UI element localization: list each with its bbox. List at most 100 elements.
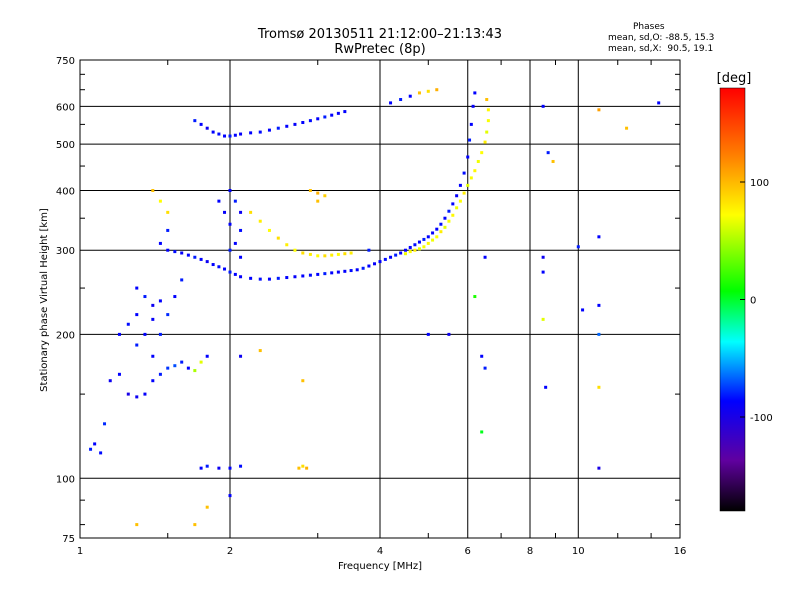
data-point (447, 219, 451, 223)
data-point (551, 159, 555, 163)
colorbar-tick-label: -100 (750, 413, 773, 424)
data-point (301, 121, 305, 125)
data-point (417, 247, 421, 251)
data-point (217, 466, 221, 470)
data-point (443, 216, 447, 220)
data-point (193, 255, 197, 259)
data-point (361, 266, 365, 270)
data-point (426, 332, 430, 336)
data-point (301, 274, 305, 278)
y-axis-label: Stationary phase Virtual Height [km] (39, 208, 50, 392)
phase-heading: Phases (633, 22, 665, 32)
data-point (483, 255, 487, 259)
data-point (485, 130, 489, 134)
data-point (166, 228, 170, 232)
data-point (308, 119, 312, 123)
data-point (151, 317, 155, 321)
data-point (173, 364, 177, 368)
data-point (186, 366, 190, 370)
data-point (249, 276, 253, 280)
data-point (258, 130, 262, 134)
data-point (378, 260, 382, 264)
data-point (135, 523, 139, 527)
data-point (308, 273, 312, 277)
data-point (228, 466, 232, 470)
data-point (249, 131, 253, 135)
data-point (180, 360, 184, 364)
data-point (151, 379, 155, 383)
data-point (205, 464, 209, 468)
data-point (483, 366, 487, 370)
data-point (233, 133, 237, 137)
data-point (301, 251, 305, 255)
data-point (276, 126, 280, 130)
data-point (458, 183, 462, 187)
data-point (239, 228, 243, 232)
data-point (211, 263, 215, 267)
data-point (373, 262, 377, 266)
y-tick-label: 100 (56, 474, 75, 485)
data-point (367, 248, 371, 252)
data-point (597, 303, 601, 307)
data-point (316, 117, 320, 121)
data-point (435, 88, 439, 92)
data-point (336, 252, 340, 256)
data-point (239, 255, 243, 259)
data-point (228, 270, 232, 274)
data-point (305, 466, 309, 470)
data-point (158, 299, 162, 303)
y-tick-label: 500 (56, 140, 75, 151)
data-point (431, 238, 435, 242)
data-point (541, 270, 545, 274)
data-point (211, 130, 215, 134)
data-point (158, 372, 162, 376)
data-point (389, 101, 393, 105)
data-point (193, 523, 197, 527)
data-point (233, 272, 237, 276)
x-tick-label: 4 (377, 546, 383, 557)
axis-ticks: 1 2 4 6 8 10 16 75 100 200 300 400 500 600 750 (56, 56, 686, 557)
data-point (417, 91, 421, 95)
data-point (408, 94, 412, 98)
data-point (249, 210, 253, 214)
data-point (228, 188, 232, 192)
data-point (426, 235, 430, 239)
x-axis-label: Frequency [MHz] (338, 561, 422, 572)
data-points (89, 88, 661, 527)
data-point (451, 213, 455, 217)
data-point (330, 271, 334, 275)
data-point (166, 210, 170, 214)
data-point (258, 277, 262, 281)
data-point (228, 494, 232, 498)
data-point (343, 269, 347, 273)
data-point (473, 91, 477, 95)
x-tick-label: 2 (227, 546, 233, 557)
data-point (158, 199, 162, 203)
data-point (480, 430, 484, 434)
data-point (285, 276, 289, 280)
data-point (205, 126, 209, 130)
data-point (89, 447, 93, 451)
data-point (199, 122, 203, 126)
data-point (403, 248, 407, 252)
data-point (435, 235, 439, 239)
data-point (417, 240, 421, 244)
data-point (151, 188, 155, 192)
data-point (439, 222, 443, 226)
data-point (451, 202, 455, 206)
data-point (447, 332, 451, 336)
data-point (486, 119, 490, 123)
data-point (473, 169, 477, 173)
data-point (308, 188, 312, 192)
data-point (108, 379, 112, 383)
data-point (408, 250, 412, 254)
data-point (399, 98, 403, 102)
data-point (323, 194, 327, 198)
data-point (581, 308, 585, 312)
phase-o-line: mean, sd,O: -88.5, 15.3 (608, 33, 715, 43)
data-point (193, 119, 197, 123)
data-point (399, 251, 403, 255)
data-point (462, 171, 466, 175)
y-tick-label: 750 (56, 56, 75, 67)
phase-x-line: mean, sd,X: 90.5, 19.1 (608, 44, 714, 54)
